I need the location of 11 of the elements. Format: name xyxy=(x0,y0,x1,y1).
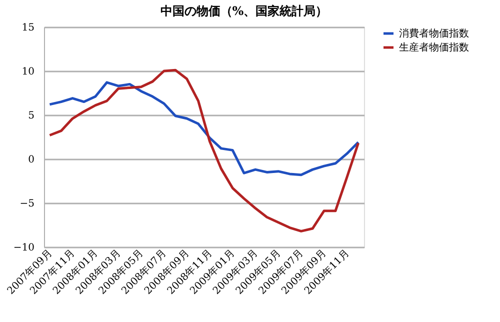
line-series xyxy=(48,81,360,176)
y-tick-label: 0 xyxy=(28,154,34,166)
y-tick-label: 5 xyxy=(28,110,34,122)
line-series xyxy=(48,68,360,232)
y-tick-label: −5 xyxy=(20,198,34,210)
y-tick-label: 15 xyxy=(22,22,34,34)
legend-label: 消費者物価指数 xyxy=(399,28,469,40)
legend-label: 生産者物価指数 xyxy=(399,42,469,54)
chart-title: 中国の物価（%、国家統計局） xyxy=(160,4,328,18)
y-tick-label: 10 xyxy=(22,66,34,78)
y-tick-label: −10 xyxy=(13,242,34,254)
